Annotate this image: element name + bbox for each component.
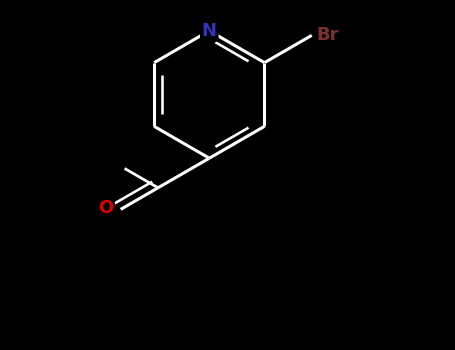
Text: N: N bbox=[202, 22, 217, 40]
Text: Br: Br bbox=[316, 26, 339, 44]
Text: O: O bbox=[99, 199, 114, 217]
